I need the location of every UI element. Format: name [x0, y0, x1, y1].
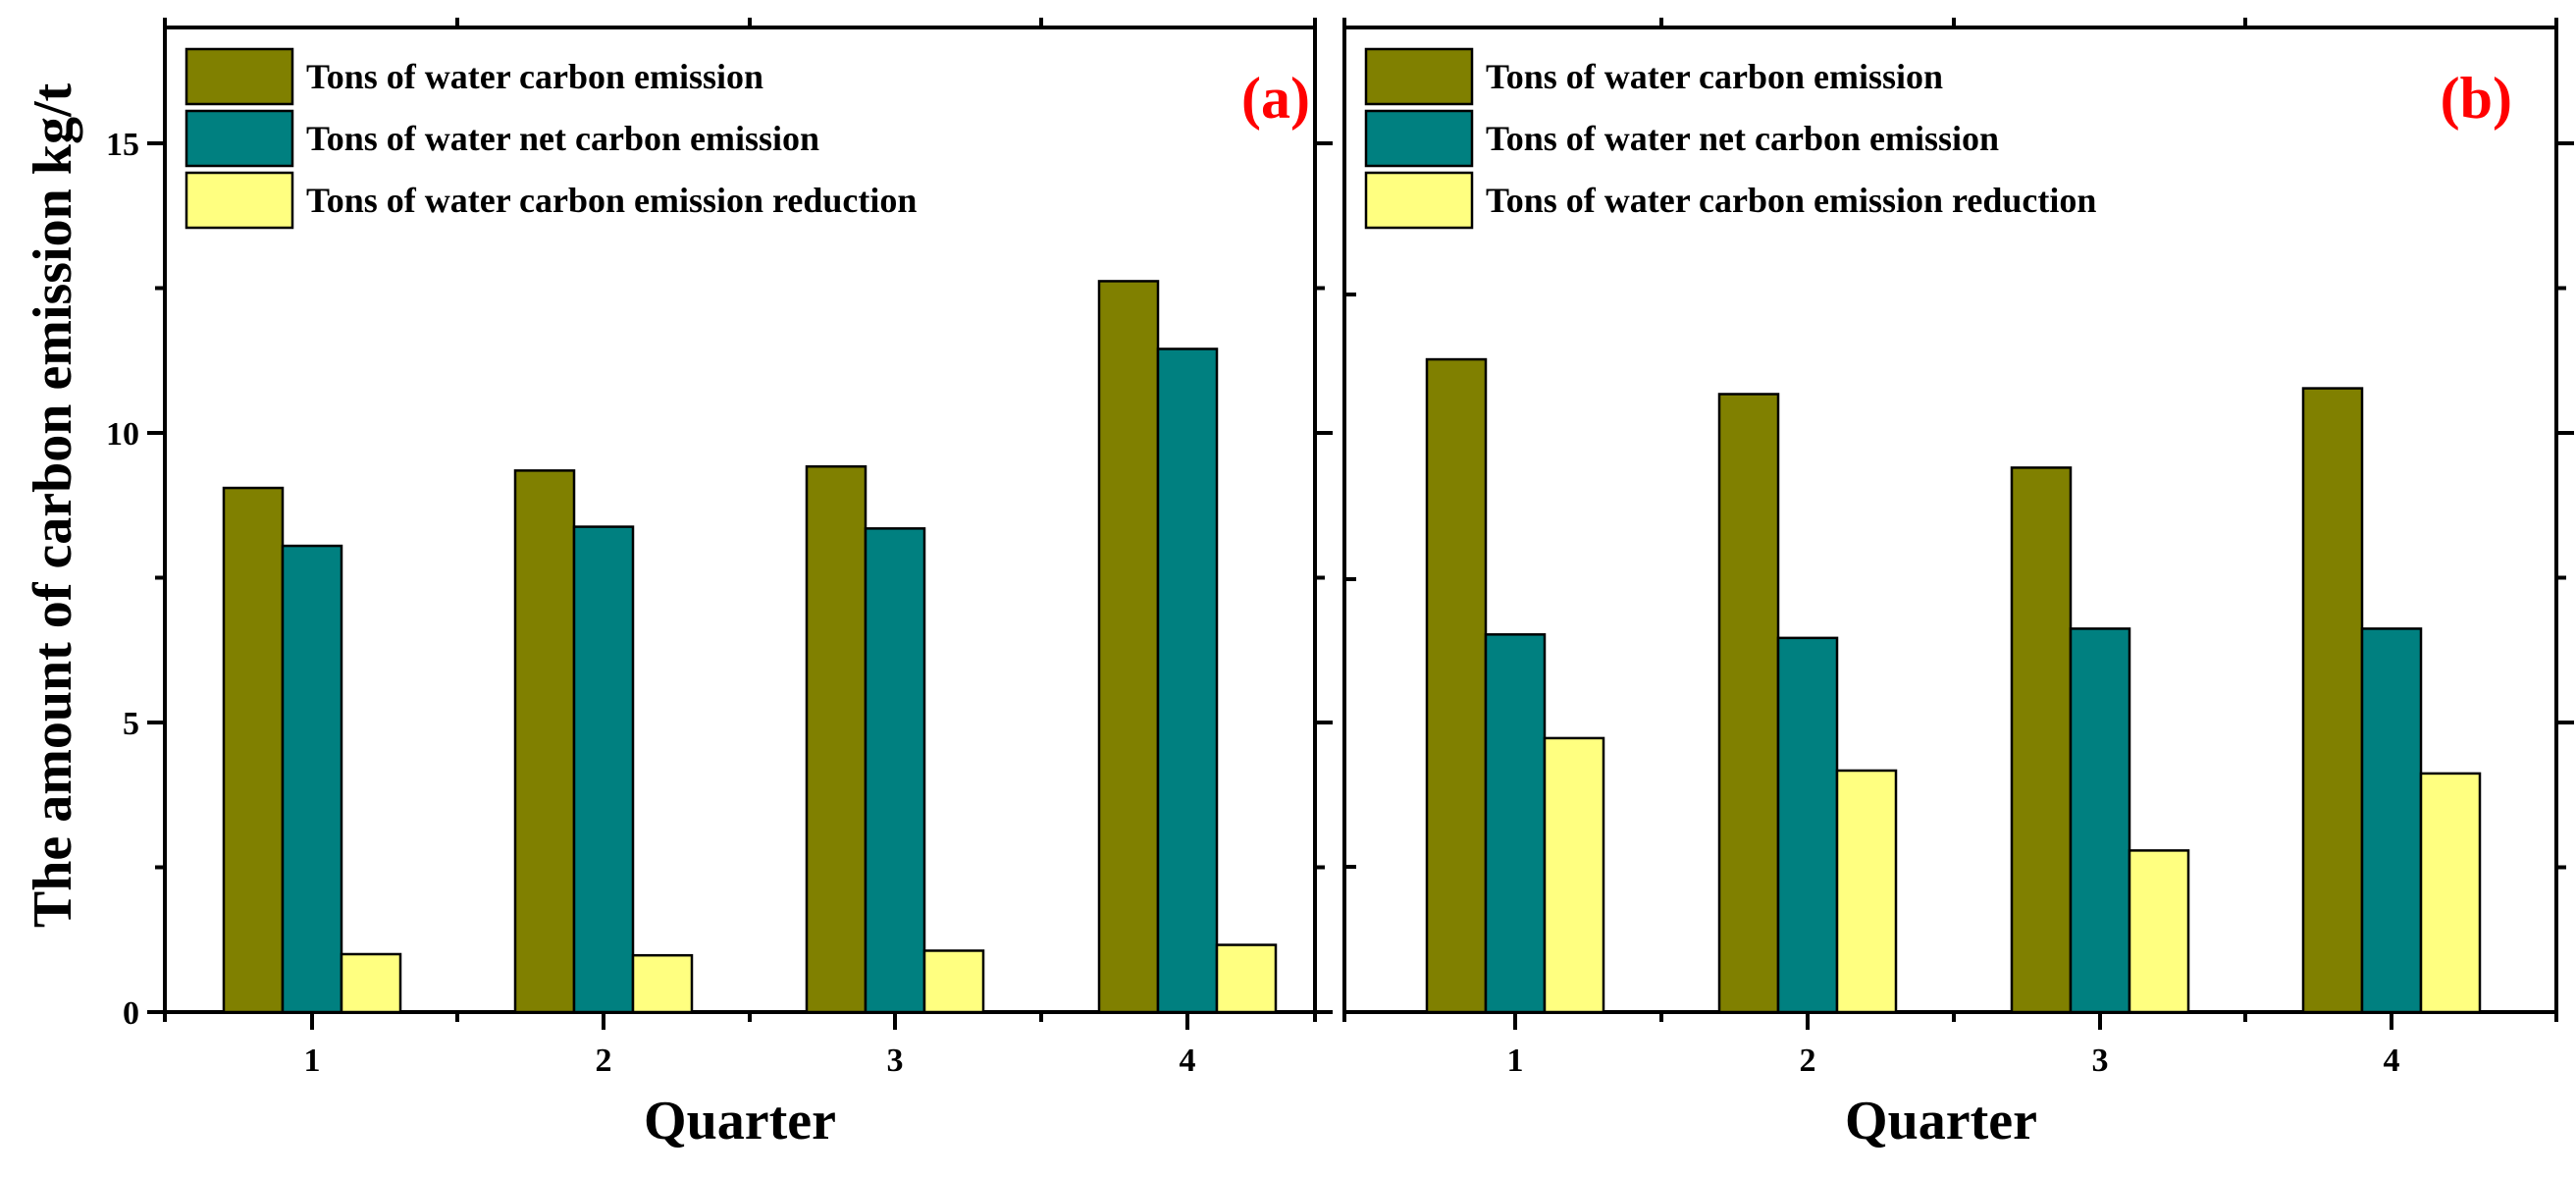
bar-b-series3-q1 [1543, 736, 1605, 1014]
bar-a-series1-q1 [222, 486, 285, 1014]
x-tick-label-a-4: 4 [1180, 1043, 1196, 1079]
bar-a-series1-q2 [513, 469, 576, 1014]
bar-a-series1-q4 [1097, 280, 1160, 1014]
legend-label-b-2: Tons of water net carbon emission [1486, 119, 1999, 158]
panel-a-bars [222, 280, 1278, 1014]
y-tick-label-a-0: 0 [123, 995, 139, 1032]
x-tick-label-b-1: 1 [1507, 1043, 1524, 1079]
bar-b-series1-q4 [2301, 387, 2364, 1014]
panel-a: 1 2 3 4 0 5 10 15 Tons of water carbon emission… [106, 18, 1333, 1151]
bar-a-series2-q2 [572, 525, 635, 1014]
x-tick-label-b-2: 2 [1800, 1043, 1816, 1079]
y-tick-label-a-5: 5 [123, 706, 139, 742]
legend-swatch-a-2 [184, 109, 294, 168]
panel-b-frame [1342, 26, 2558, 1014]
bar-b-series1-q3 [2010, 466, 2073, 1014]
panel-b-ticks: 1 2 3 4 [1342, 18, 2574, 1079]
bar-a-series3-q2 [631, 953, 694, 1014]
bar-a-series2-q1 [281, 544, 343, 1014]
x-tick-label-b-3: 3 [2092, 1043, 2109, 1079]
legend-label-b-1: Tons of water carbon emission [1486, 57, 1943, 96]
legend-swatch-a-3 [184, 171, 294, 230]
panel-a-label: (a) [1241, 66, 1310, 131]
bar-a-series2-q3 [864, 527, 926, 1014]
x-tick-label-b-4: 4 [2384, 1043, 2400, 1079]
legend-swatch-b-1 [1364, 47, 1474, 106]
legend-label-a-1: Tons of water carbon emission [306, 57, 763, 96]
bar-a-series3-q1 [340, 952, 402, 1014]
x-tick-label-a-2: 2 [596, 1043, 612, 1079]
y-tick-label-a-10: 10 [106, 416, 139, 453]
panel-a-x-axis-title: Quarter [644, 1091, 836, 1151]
panel-b-label: (b) [2441, 66, 2512, 131]
legend-swatch-b-3 [1364, 171, 1474, 230]
legend-label-b-3: Tons of water carbon emission reduction [1486, 181, 2096, 220]
panel-a-ticks: 1 2 3 4 0 5 10 15 [106, 18, 1333, 1079]
bar-b-series3-q2 [1835, 769, 1898, 1014]
panel-b-legend: Tons of water carbon emission Tons of wat… [1364, 47, 2096, 230]
bar-b-series2-q1 [1484, 633, 1547, 1014]
bar-a-series3-q4 [1215, 943, 1278, 1014]
bar-b-series1-q2 [1717, 393, 1780, 1014]
x-tick-label-a-1: 1 [304, 1043, 321, 1079]
y-axis-title: The amount of carbon emission kg/t [23, 83, 83, 929]
bar-a-series2-q4 [1156, 348, 1219, 1014]
bar-b-series1-q1 [1425, 357, 1488, 1014]
x-tick-label-a-3: 3 [887, 1043, 904, 1079]
legend-swatch-b-2 [1364, 109, 1474, 168]
y-tick-label-a-15: 15 [106, 127, 139, 163]
bar-b-series2-q4 [2360, 627, 2423, 1014]
bar-b-series3-q4 [2419, 772, 2482, 1014]
bar-b-series2-q3 [2069, 627, 2131, 1014]
panel-b-x-axis-title: Quarter [1845, 1091, 2037, 1151]
bar-b-series3-q3 [2128, 849, 2190, 1014]
legend-swatch-a-1 [184, 47, 294, 106]
legend-label-a-3: Tons of water carbon emission reduction [306, 181, 917, 220]
panel-b-bars [1425, 357, 2482, 1014]
bar-a-series3-q3 [922, 949, 985, 1014]
bar-a-series1-q3 [805, 464, 867, 1014]
panel-a-frame [163, 26, 1317, 1014]
bar-b-series2-q2 [1776, 636, 1839, 1014]
legend-label-a-2: Tons of water net carbon emission [306, 119, 819, 158]
panel-a-legend: Tons of water carbon emission Tons of wat… [184, 47, 917, 230]
